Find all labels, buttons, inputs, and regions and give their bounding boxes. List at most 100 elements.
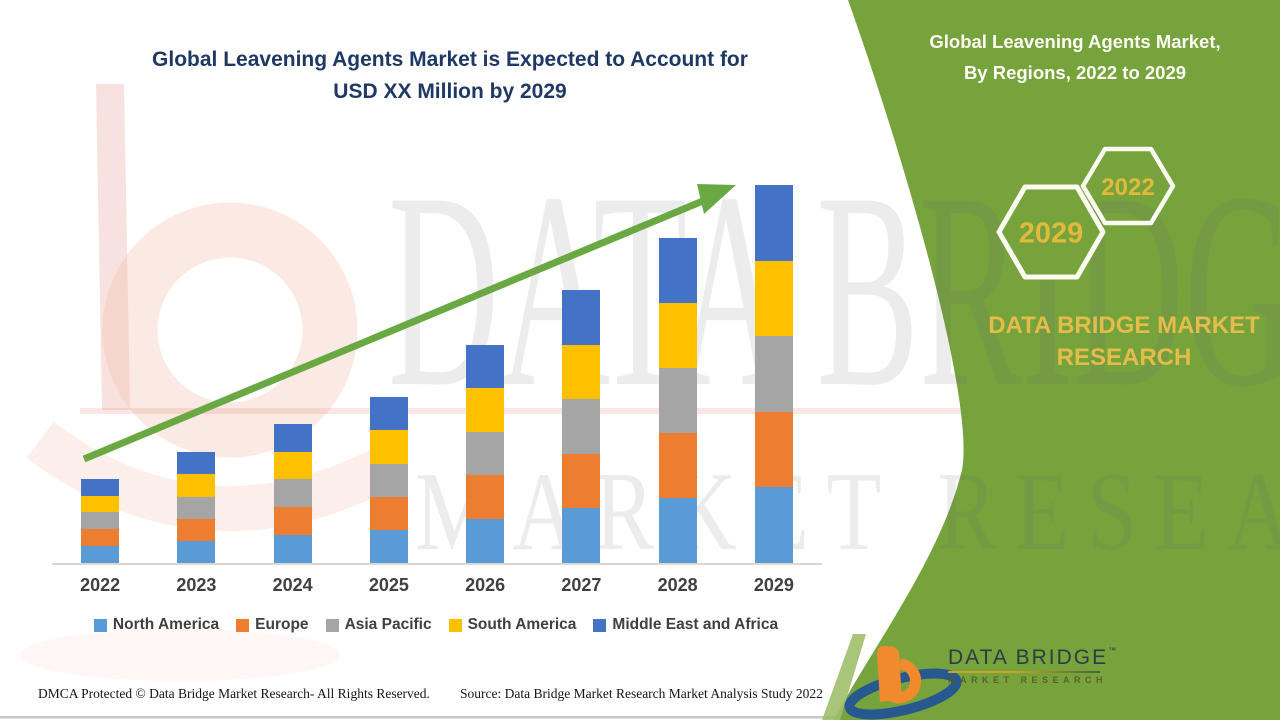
- legend-item-asia-pacific: Asia Pacific: [325, 616, 432, 634]
- bar-column-2027: [533, 185, 629, 563]
- hexagon-2022-label: 2022: [1101, 174, 1155, 201]
- legend-swatch-south-america: [448, 618, 462, 632]
- x-axis-label-2028: 2028: [657, 575, 698, 595]
- bar-segment-north-america: [81, 546, 120, 563]
- bar-segment-europe: [562, 454, 601, 508]
- dmca-notice: DMCA Protected © Data Bridge Market Rese…: [38, 686, 430, 701]
- logo-name: DATA BRIDGE™: [948, 646, 1118, 670]
- legend-swatch-north-america: [93, 618, 107, 632]
- legend-label-asia-pacific: Asia Pacific: [344, 616, 432, 633]
- legend-swatch-middle-east-and-africa: [593, 618, 607, 632]
- bar-segment-europe: [273, 507, 312, 535]
- legend-swatch-europe: [236, 618, 250, 632]
- bar-segment-north-america: [562, 508, 601, 563]
- bar-segment-asia-pacific: [177, 497, 216, 519]
- stacked-bar-2029: [754, 185, 793, 563]
- stacked-bar-2024: [273, 424, 312, 563]
- x-axis-label-2027: 2027: [561, 575, 602, 595]
- legend-swatch-asia-pacific: [325, 618, 339, 632]
- bar-segment-north-america: [273, 535, 312, 563]
- legend-label-south-america: South America: [467, 616, 577, 633]
- legend-item-south-america: South America: [448, 616, 577, 634]
- legend-label-europe: Europe: [255, 616, 309, 633]
- bar-column-2029: [726, 185, 822, 563]
- bar-column-2028: [630, 185, 726, 563]
- source-note: Source: Data Bridge Market Research Mark…: [460, 686, 823, 701]
- bar-segment-north-america: [177, 541, 216, 563]
- plot-area: [52, 185, 822, 565]
- x-axis-label-2025: 2025: [368, 575, 409, 595]
- legend-item-europe: Europe: [236, 616, 309, 634]
- logo-trademark: ™: [1108, 646, 1119, 655]
- bottom-divider: [0, 716, 1280, 719]
- legend-label-middle-east-and-africa: Middle East and Africa: [612, 616, 779, 633]
- chart-title-line1: Global Leavening Agents Market is Expect…: [152, 48, 748, 71]
- x-axis-label-2022: 2022: [80, 575, 121, 595]
- bar-segment-asia-pacific: [658, 368, 697, 433]
- data-bridge-logo-text: DATA BRIDGE™ MARKET RESEARCH: [948, 646, 1118, 685]
- data-bridge-logo-mark: [844, 645, 962, 720]
- bar-segment-north-america: [466, 519, 505, 563]
- bar-segment-middle-east-and-africa: [466, 345, 505, 388]
- bar-segment-north-america: [369, 530, 408, 563]
- logo-underline: [948, 671, 1100, 673]
- bar-segment-europe: [369, 497, 408, 530]
- bar-column-2022: [52, 185, 148, 563]
- chart-title: Global Leavening Agents Market is Expect…: [90, 44, 810, 108]
- x-axis-labels: 2022 2023 2024 2025 2026 2027 2028 2029: [52, 575, 822, 596]
- stacked-bar-2025: [369, 397, 408, 563]
- side-panel-title-line2: By Regions, 2022 to 2029: [963, 62, 1187, 83]
- bar-segment-europe: [754, 412, 793, 487]
- bar-segment-asia-pacific: [273, 479, 312, 507]
- stacked-bar-2028: [658, 238, 697, 563]
- stacked-bar-2026: [466, 345, 505, 563]
- bar-column-2023: [148, 185, 244, 563]
- bar-segment-europe: [466, 475, 505, 519]
- side-panel-title: Global Leavening Agents Market, By Regio…: [880, 26, 1270, 88]
- brand-line1: DATA BRIDGE MARKET: [988, 312, 1260, 339]
- brand-line2: RESEARCH: [1056, 344, 1192, 371]
- bar-column-2026: [437, 185, 533, 563]
- brand-wordmark: DATA BRIDGE MARKET RESEARCH: [929, 310, 1280, 374]
- watermark-text-line2: MARKET RESEARCH: [415, 450, 1280, 574]
- bar-segment-north-america: [658, 498, 697, 563]
- chart-legend: North America Europe Asia Pacific South Ame…: [40, 616, 832, 634]
- bar-segment-middle-east-and-africa: [81, 479, 120, 496]
- bar-segment-north-america: [754, 487, 793, 563]
- stacked-bar-2027: [562, 290, 601, 563]
- bar-segment-europe: [81, 529, 120, 546]
- stacked-bar-2023: [177, 452, 216, 563]
- side-panel-title-line1: Global Leavening Agents Market,: [929, 31, 1221, 52]
- bar-segment-middle-east-and-africa: [562, 290, 601, 345]
- bar-segment-middle-east-and-africa: [754, 185, 793, 261]
- logo-name-text: DATA BRIDGE: [948, 646, 1109, 669]
- bar-segment-south-america: [81, 496, 120, 512]
- bar-column-2024: [245, 185, 341, 563]
- bar-segment-south-america: [754, 261, 793, 336]
- bar-column-2025: [341, 185, 437, 563]
- bar-segment-europe: [177, 519, 216, 541]
- stacked-bar-2022: [81, 479, 120, 563]
- bar-segment-asia-pacific: [466, 432, 505, 475]
- logo-subtitle: MARKET RESEARCH: [948, 675, 1108, 685]
- bar-segment-asia-pacific: [754, 336, 793, 412]
- bar-segment-middle-east-and-africa: [658, 238, 697, 303]
- x-axis-label-2029: 2029: [753, 575, 794, 595]
- bar-segment-europe: [658, 433, 697, 498]
- legend-label-north-america: North America: [112, 616, 220, 633]
- bar-segment-asia-pacific: [562, 399, 601, 454]
- chart-title-line2: USD XX Million by 2029: [333, 80, 567, 103]
- hexagon-2029-label: 2029: [1018, 217, 1084, 250]
- x-axis-label-2026: 2026: [465, 575, 506, 595]
- bar-segment-south-america: [177, 474, 216, 497]
- bar-segment-south-america: [466, 388, 505, 432]
- legend-item-north-america: North America: [93, 616, 220, 634]
- bar-segment-middle-east-and-africa: [273, 424, 312, 452]
- x-axis-label-2023: 2023: [176, 575, 217, 595]
- bar-segment-south-america: [562, 345, 601, 399]
- x-axis-label-2024: 2024: [272, 575, 313, 595]
- bar-segment-asia-pacific: [81, 512, 120, 529]
- bar-segment-south-america: [658, 303, 697, 368]
- bar-segment-south-america: [273, 452, 312, 479]
